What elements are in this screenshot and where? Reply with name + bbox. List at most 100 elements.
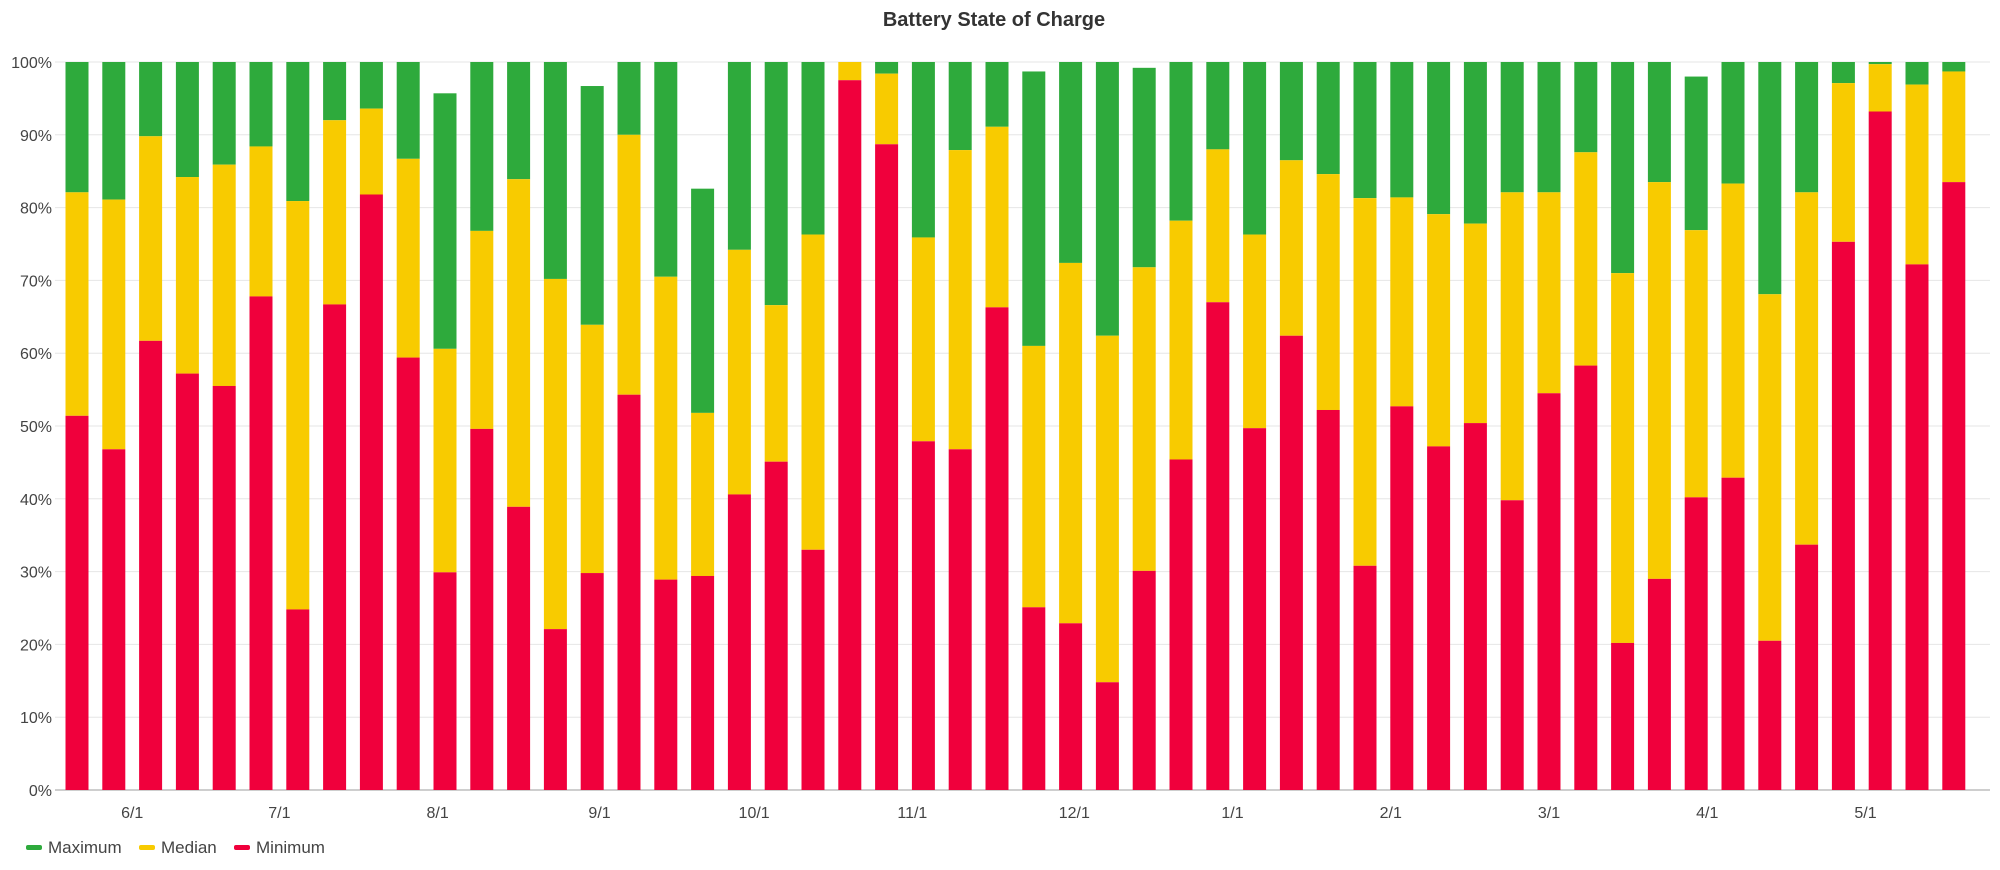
bar-minimum [359,194,383,791]
bar-maximum [580,86,604,325]
bar-group [1206,62,1230,790]
x-tick-label: 9/1 [588,805,610,822]
bar-median [838,62,862,81]
bar-group [838,62,862,790]
bar-median [1169,220,1193,460]
bar-median [1611,273,1635,643]
bar-minimum [1206,302,1230,790]
bar-maximum [507,62,531,180]
bar-minimum [470,428,494,790]
bar-minimum [1758,640,1782,790]
bar-group [470,62,494,790]
legend-label: Maximum [48,838,122,857]
bar-group [359,62,383,791]
legend-item-maximum[interactable]: Maximum [26,838,122,857]
bar-median [249,146,273,297]
bar-maximum [1831,62,1855,84]
bar-minimum [1463,423,1487,790]
bar-maximum [470,62,494,231]
bar-maximum [1463,62,1487,224]
bar-median [286,201,310,610]
x-tick-label: 11/1 [897,805,927,822]
bar-maximum [1684,76,1708,231]
bar-median [1537,192,1561,394]
bar-median [948,150,972,450]
legend-swatch [234,845,250,850]
bar-median [1279,160,1303,336]
bar-group [543,62,567,790]
chart-title: Battery State of Charge [883,9,1105,31]
legend[interactable]: Maximum Median Minimum [26,838,325,857]
bar-median [1059,262,1083,624]
bar-maximum [139,62,163,137]
bar-group [175,62,199,790]
bar-maximum [985,62,1009,127]
bar-minimum [175,373,199,790]
bar-median [212,164,236,386]
y-tick-label: 70% [20,273,52,290]
bar-group [1758,62,1782,790]
bar-group [1169,62,1193,790]
y-tick-label: 50% [20,419,52,436]
bar-maximum [102,62,126,200]
bar-maximum [1758,62,1782,295]
bar-minimum [948,449,972,790]
bar-group [1059,62,1083,790]
bar-minimum [1831,241,1855,791]
bar-group [580,86,604,790]
bar-group [727,62,751,790]
bar-maximum [1169,62,1193,221]
bar-median [1316,174,1340,410]
bar-group [1795,62,1819,790]
bar-minimum [1684,497,1708,790]
bar-group [764,62,788,790]
bar-group [1353,62,1377,790]
bar-group [249,62,273,790]
bar-group [286,62,310,790]
x-tick-label: 2/1 [1380,805,1402,822]
bar-minimum [1059,623,1083,790]
bar-maximum [433,93,457,349]
bar-maximum [691,188,715,413]
x-tick-label: 5/1 [1854,805,1876,822]
x-tick-label: 4/1 [1696,805,1718,822]
legend-item-median[interactable]: Median [139,838,217,857]
bar-group [1427,62,1451,790]
x-tick-label: 6/1 [121,805,143,822]
bar-group [1647,62,1671,790]
bar-maximum [1022,71,1046,346]
bar-group [654,62,678,790]
bar-group [1390,62,1414,790]
bar-minimum [875,144,899,790]
bar-median [1132,267,1156,571]
bar-maximum [654,62,678,277]
bar-maximum [1243,62,1267,235]
bar-median [359,108,383,195]
bar-median [102,199,126,450]
bar-maximum [617,62,641,135]
bar-minimum [1647,578,1671,790]
bar-median [1868,64,1892,112]
legend-item-minimum[interactable]: Minimum [234,838,325,857]
bar-minimum [249,296,273,790]
bar-median [985,126,1009,308]
bar-minimum [1500,500,1524,790]
bar-median [1795,192,1819,545]
bar-median [65,192,89,416]
y-tick-label: 20% [20,637,52,654]
bar-median [580,324,604,574]
y-tick-label: 30% [20,565,52,582]
bar-group [1132,67,1156,790]
bar-group [875,62,899,790]
bar-group [911,62,935,790]
bar-group [801,62,825,790]
bar-group [102,62,126,790]
bar-median [1574,152,1598,366]
bar-median [1721,183,1745,478]
bar-group [1574,62,1598,790]
bar-minimum [1390,406,1414,790]
y-axis-ticks: 0% 10% 20% 30% 40% 50% 60% 70% 80% 90% 100% [11,55,52,800]
bar-maximum [911,62,935,238]
y-tick-label: 90% [20,128,52,145]
bar-minimum [654,579,678,790]
